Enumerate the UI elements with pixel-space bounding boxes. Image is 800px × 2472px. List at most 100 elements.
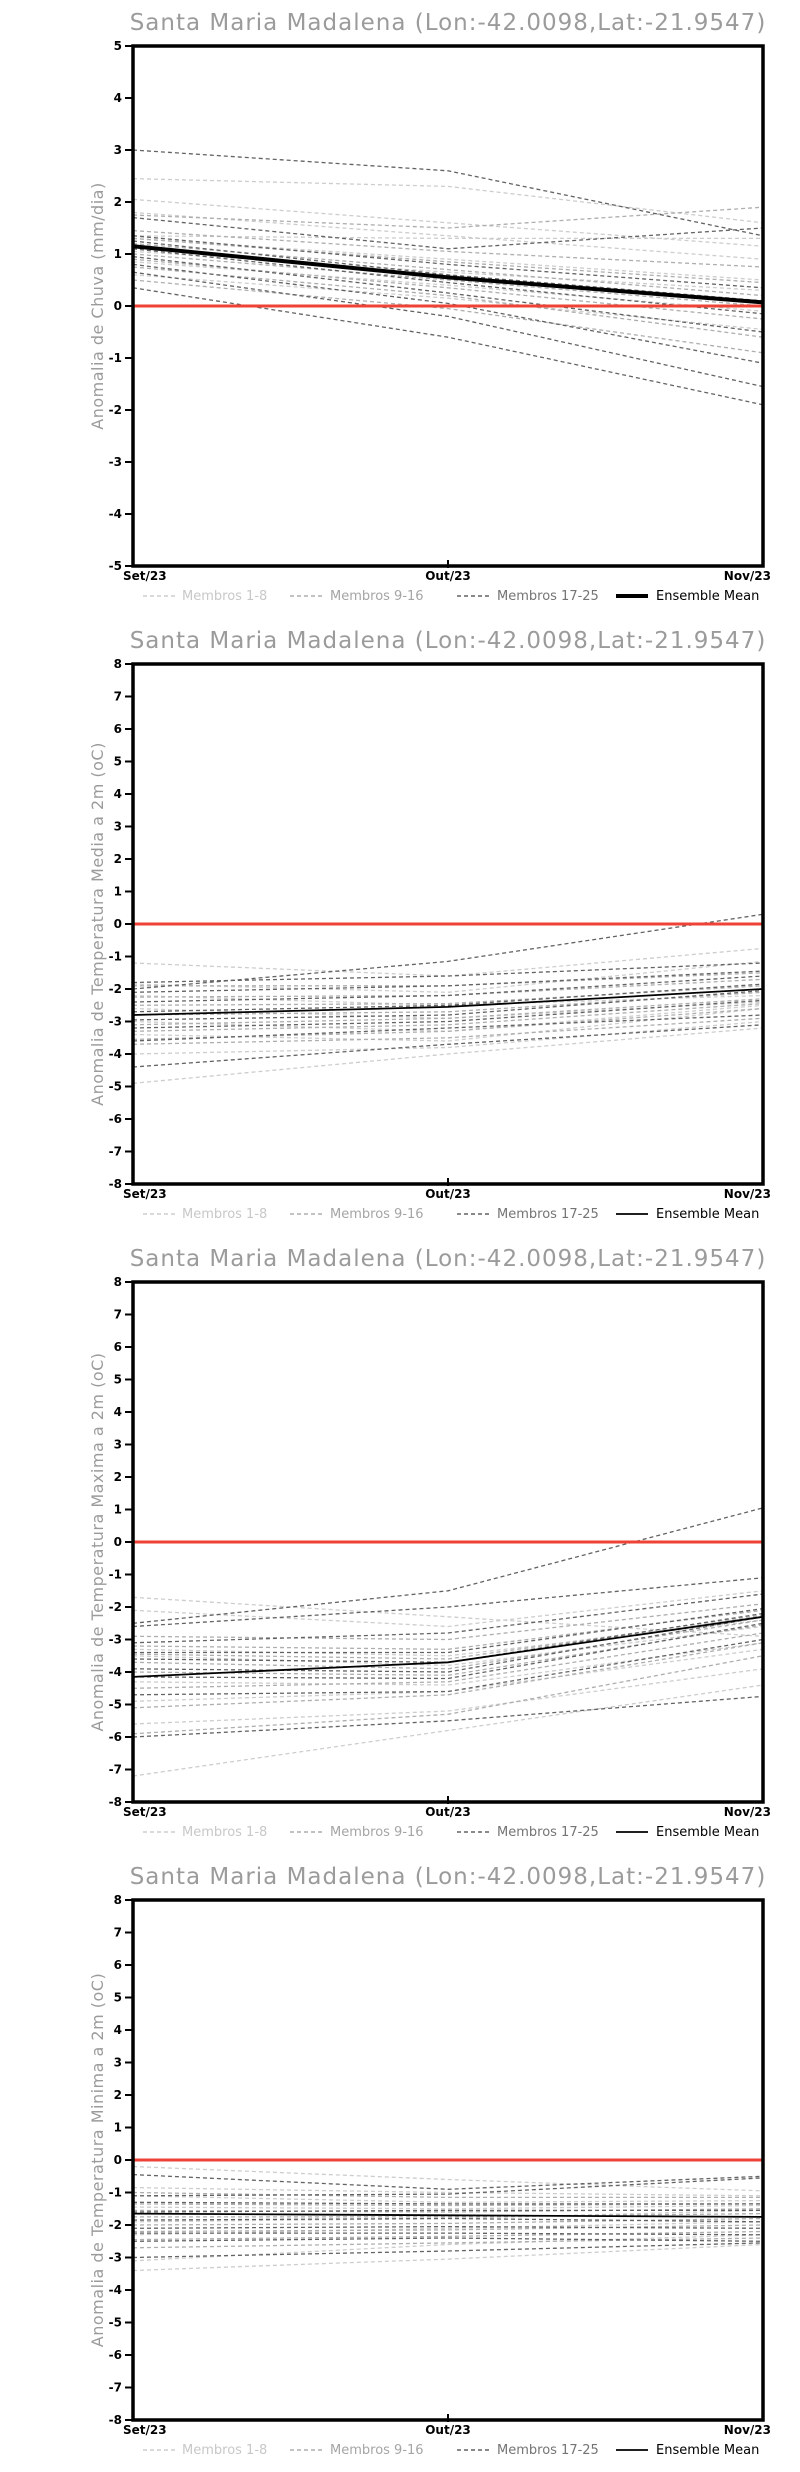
y-tick-label: 4 [114,2023,122,2037]
member-line-g3-3 [132,970,764,993]
y-tick-label: -8 [109,2413,122,2427]
member-line-g2-7 [132,2230,764,2241]
y-tick-label: 3 [114,143,122,157]
member-line-g3-7 [132,263,764,364]
x-tick-label-out-23: Out/23 [425,1805,471,1819]
legend-item-label: Membros 17-25 [497,1207,599,1222]
y-tick-label: 2 [114,852,122,866]
member-line-g2-7 [132,266,764,338]
member-line-g3-1 [132,913,764,990]
member-line-g1-4 [132,1625,764,1667]
y-tick-label: 8 [114,1275,122,1289]
member-line-g2-6 [132,2224,764,2233]
y-tick-label: 2 [114,1470,122,1484]
member-line-g3-5 [132,983,764,1013]
member-line-g3-6 [132,1616,764,1673]
y-axis-label: Anomalia de Temperatura Maxima a 2m (oC) [88,1352,107,1731]
x-tick-label-out-23: Out/23 [425,569,471,583]
y-axis-label: Anomalia de Temperatura Minima a 2m (oC) [88,1973,107,2347]
y-tick-label: -1 [109,950,122,964]
member-line-g3-7 [133,2232,764,2236]
y-tick-label: -5 [109,2316,122,2330]
member-line-g2-4 [132,1619,764,1670]
member-line-g3-9 [132,1024,764,1068]
x-tick-label-nov-23: Nov/23 [724,569,771,583]
member-line-g1-2 [132,198,764,247]
x-tick-label-out-23: Out/23 [425,1187,471,1201]
member-line-g1-4 [132,235,763,240]
member-line-g2-3 [132,237,764,284]
member-line-g3-9 [132,1695,764,1738]
legend-item-label: Membros 9-16 [330,1207,424,1222]
legend-item-label: Membros 17-25 [497,589,599,604]
y-tick-label: 5 [114,755,122,769]
member-line-g1-8 [132,1027,764,1084]
member-line-g1-8 [132,2243,764,2272]
member-line-g2-1 [132,2191,763,2199]
member-line-g1-2 [132,960,764,993]
member-line-g1-3 [132,211,764,260]
y-tick-label: -6 [109,1112,122,1126]
chart-title: Santa Maria Madalena (Lon:-42.0098,Lat:-… [130,10,767,36]
legend-item-label: Ensemble Mean [656,1207,759,1222]
y-tick-label: 5 [114,39,122,53]
member-line-g2-6 [132,1002,764,1032]
member-line-g3-4 [132,975,764,1003]
x-tick-label-set-23: Set/23 [123,569,167,583]
y-tick-label: -7 [109,1763,122,1777]
y-tick-label: 0 [114,917,122,931]
y-tick-label: 6 [114,1340,122,1354]
chart-title: Santa Maria Madalena (Lon:-42.0098,Lat:-… [130,1246,767,1272]
legend-item-label: Membros 17-25 [497,1825,599,1840]
y-tick-label: 5 [114,1373,122,1387]
legend-item-label: Membros 9-16 [330,2443,424,2458]
y-tick-label: -7 [109,2381,122,2395]
legend-item-label: Membros 1-8 [182,2443,267,2458]
y-tick-label: 6 [114,722,122,736]
y-tick-label: -8 [109,1177,122,1191]
member-line-g3-3 [132,1593,764,1644]
y-tick-label: 2 [114,195,122,209]
y-tick-label: -6 [109,2348,122,2362]
member-line-g1-8 [132,1684,764,1777]
legend-item-label: Ensemble Mean [656,2443,759,2458]
y-tick-label: 0 [114,299,122,313]
y-tick-label: -2 [109,982,122,996]
y-tick-label: 2 [114,2088,122,2102]
member-line-g3-1 [132,2173,764,2190]
y-tick-label: -2 [109,1600,122,1614]
chart-panel-chuva: -5 -4 -3 -2 -1 0 1 2 3 4 5 Set/23 Out/23 Nov/23 Santa … [0,0,800,618]
x-tick-label-set-23: Set/23 [123,1187,167,1201]
x-tick-label-nov-23: Nov/23 [724,1805,771,1819]
chart-title: Santa Maria Madalena (Lon:-42.0098,Lat:-… [130,1864,767,1890]
member-line-g3-6 [132,2225,764,2229]
legend-item-label: Ensemble Mean [656,1825,759,1840]
y-tick-label: -5 [109,559,122,573]
y-tick-label: 0 [114,1535,122,1549]
member-line-g1-2 [132,1590,764,1628]
member-line-g3-1 [132,1507,764,1624]
member-line-g2-8 [132,2237,764,2249]
y-tick-label: -3 [109,1633,122,1647]
y-tick-label: -7 [109,1145,122,1159]
ensemble-mean-line [132,988,764,1016]
member-line-g3-7 [132,999,764,1029]
member-line-g1-7 [132,1668,764,1725]
y-tick-label: -1 [109,351,122,365]
y-tick-label: -4 [109,507,122,521]
member-line-g2-8 [132,1017,764,1045]
chart-panel-temp-media: -8 -7 -6 -5 -4 -3 -2 -1 0 1 2 3 4 5 6 7 8 Set/23 Out/23 Nov… [0,618,800,1236]
y-tick-label: -8 [109,1795,122,1809]
y-tick-label: 5 [114,1991,122,2005]
member-line-g3-3 [132,235,764,289]
member-line-g2-6 [132,1632,764,1689]
member-line-g3-1 [132,149,764,237]
y-axis-label: Anomalia de Chuva (mm/dia) [88,182,107,429]
chart-svg-temp-maxima: -8 -7 -6 -5 -4 -3 -2 -1 0 1 2 3 4 5 6 7 8 Set/23 Out/23 Nov… [88,1246,771,1840]
y-tick-label: 1 [114,885,122,899]
y-axis-label: Anomalia de Temperatura Media a 2m (oC) [88,742,107,1106]
member-line-g2-8 [132,279,764,354]
chart-svg-temp-media: -8 -7 -6 -5 -4 -3 -2 -1 0 1 2 3 4 5 6 7 8 Set/23 Out/23 Nov… [88,628,771,1222]
member-line-g1-2 [132,2186,764,2197]
